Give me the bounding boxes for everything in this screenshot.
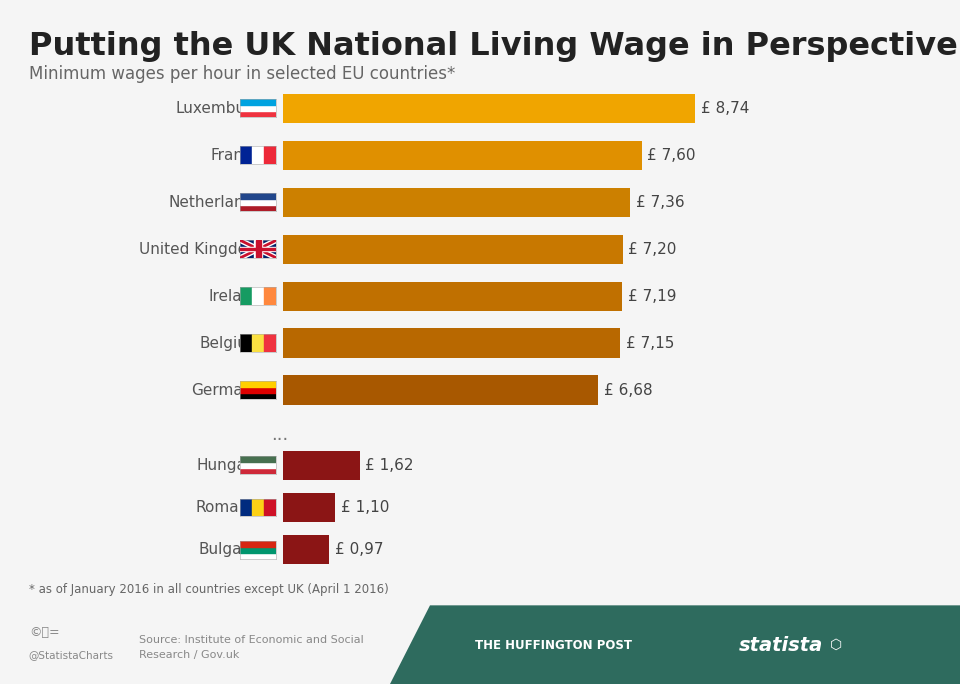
Text: Belgium: Belgium: [200, 336, 262, 351]
Bar: [240, 205, 276, 211]
Text: United Kingdom: United Kingdom: [139, 241, 262, 256]
Bar: [283, 376, 598, 405]
Bar: [252, 146, 264, 164]
Text: statista: statista: [739, 635, 824, 655]
Text: £ 1,62: £ 1,62: [365, 458, 414, 473]
Text: £ 1,10: £ 1,10: [341, 500, 389, 515]
Text: £ 6,68: £ 6,68: [604, 382, 653, 397]
Bar: [240, 248, 276, 250]
Text: * as of January 2016 in all countries except UK (April 1 2016): * as of January 2016 in all countries ex…: [29, 583, 389, 596]
Polygon shape: [390, 605, 960, 684]
Text: £ 7,36: £ 7,36: [636, 195, 684, 209]
Bar: [252, 334, 264, 352]
Text: Romania: Romania: [195, 500, 262, 515]
Text: £ 7,20: £ 7,20: [629, 241, 677, 256]
Text: ...: ...: [272, 425, 289, 444]
Text: Bulgaria: Bulgaria: [199, 542, 262, 557]
Text: Research / Gov.uk: Research / Gov.uk: [139, 650, 240, 660]
Bar: [240, 111, 276, 117]
Bar: [240, 462, 276, 468]
Bar: [255, 240, 261, 258]
Bar: [240, 381, 276, 387]
Text: £ 7,15: £ 7,15: [626, 336, 675, 351]
Bar: [283, 187, 631, 217]
Bar: [240, 499, 252, 516]
Text: Germany: Germany: [192, 382, 262, 397]
Bar: [283, 493, 335, 522]
Bar: [264, 334, 276, 352]
Bar: [240, 287, 252, 305]
Text: £ 8,74: £ 8,74: [701, 101, 750, 116]
Bar: [240, 193, 276, 199]
Text: Minimum wages per hour in selected EU countries*: Minimum wages per hour in selected EU co…: [29, 65, 455, 83]
Bar: [240, 105, 276, 111]
Text: @StatistaCharts: @StatistaCharts: [29, 650, 114, 660]
Bar: [264, 499, 276, 516]
Bar: [264, 146, 276, 164]
Bar: [240, 541, 276, 547]
Bar: [283, 328, 620, 358]
Text: £ 7,19: £ 7,19: [628, 289, 677, 304]
Text: £ 0,97: £ 0,97: [335, 542, 383, 557]
Bar: [240, 99, 276, 105]
Bar: [240, 247, 276, 251]
Bar: [283, 235, 623, 263]
Bar: [240, 334, 252, 352]
Text: Source: Institute of Economic and Social: Source: Institute of Economic and Social: [139, 635, 364, 644]
Bar: [283, 94, 695, 122]
Bar: [240, 456, 276, 462]
Text: £ 7,60: £ 7,60: [647, 148, 696, 163]
Text: ⬡: ⬡: [830, 638, 843, 652]
Bar: [252, 499, 264, 516]
Bar: [240, 547, 276, 553]
Bar: [283, 451, 360, 479]
Text: THE HUFFINGTON POST: THE HUFFINGTON POST: [475, 638, 633, 652]
Bar: [240, 468, 276, 474]
Bar: [240, 553, 276, 559]
Bar: [240, 387, 276, 393]
Bar: [252, 287, 264, 305]
Bar: [283, 140, 641, 170]
Text: Ireland: Ireland: [209, 289, 262, 304]
Bar: [264, 287, 276, 305]
Bar: [240, 146, 252, 164]
Text: France: France: [211, 148, 262, 163]
Text: Netherlands: Netherlands: [169, 195, 262, 209]
Bar: [283, 535, 329, 564]
Bar: [254, 240, 262, 258]
Bar: [283, 282, 622, 311]
Text: Luxemburg: Luxemburg: [176, 101, 262, 116]
Bar: [240, 199, 276, 205]
Text: Hungary: Hungary: [197, 458, 262, 473]
Text: ©ⓘ=: ©ⓘ=: [29, 626, 60, 640]
Bar: [240, 393, 276, 399]
Text: Putting the UK National Living Wage in Perspective: Putting the UK National Living Wage in P…: [29, 31, 957, 62]
